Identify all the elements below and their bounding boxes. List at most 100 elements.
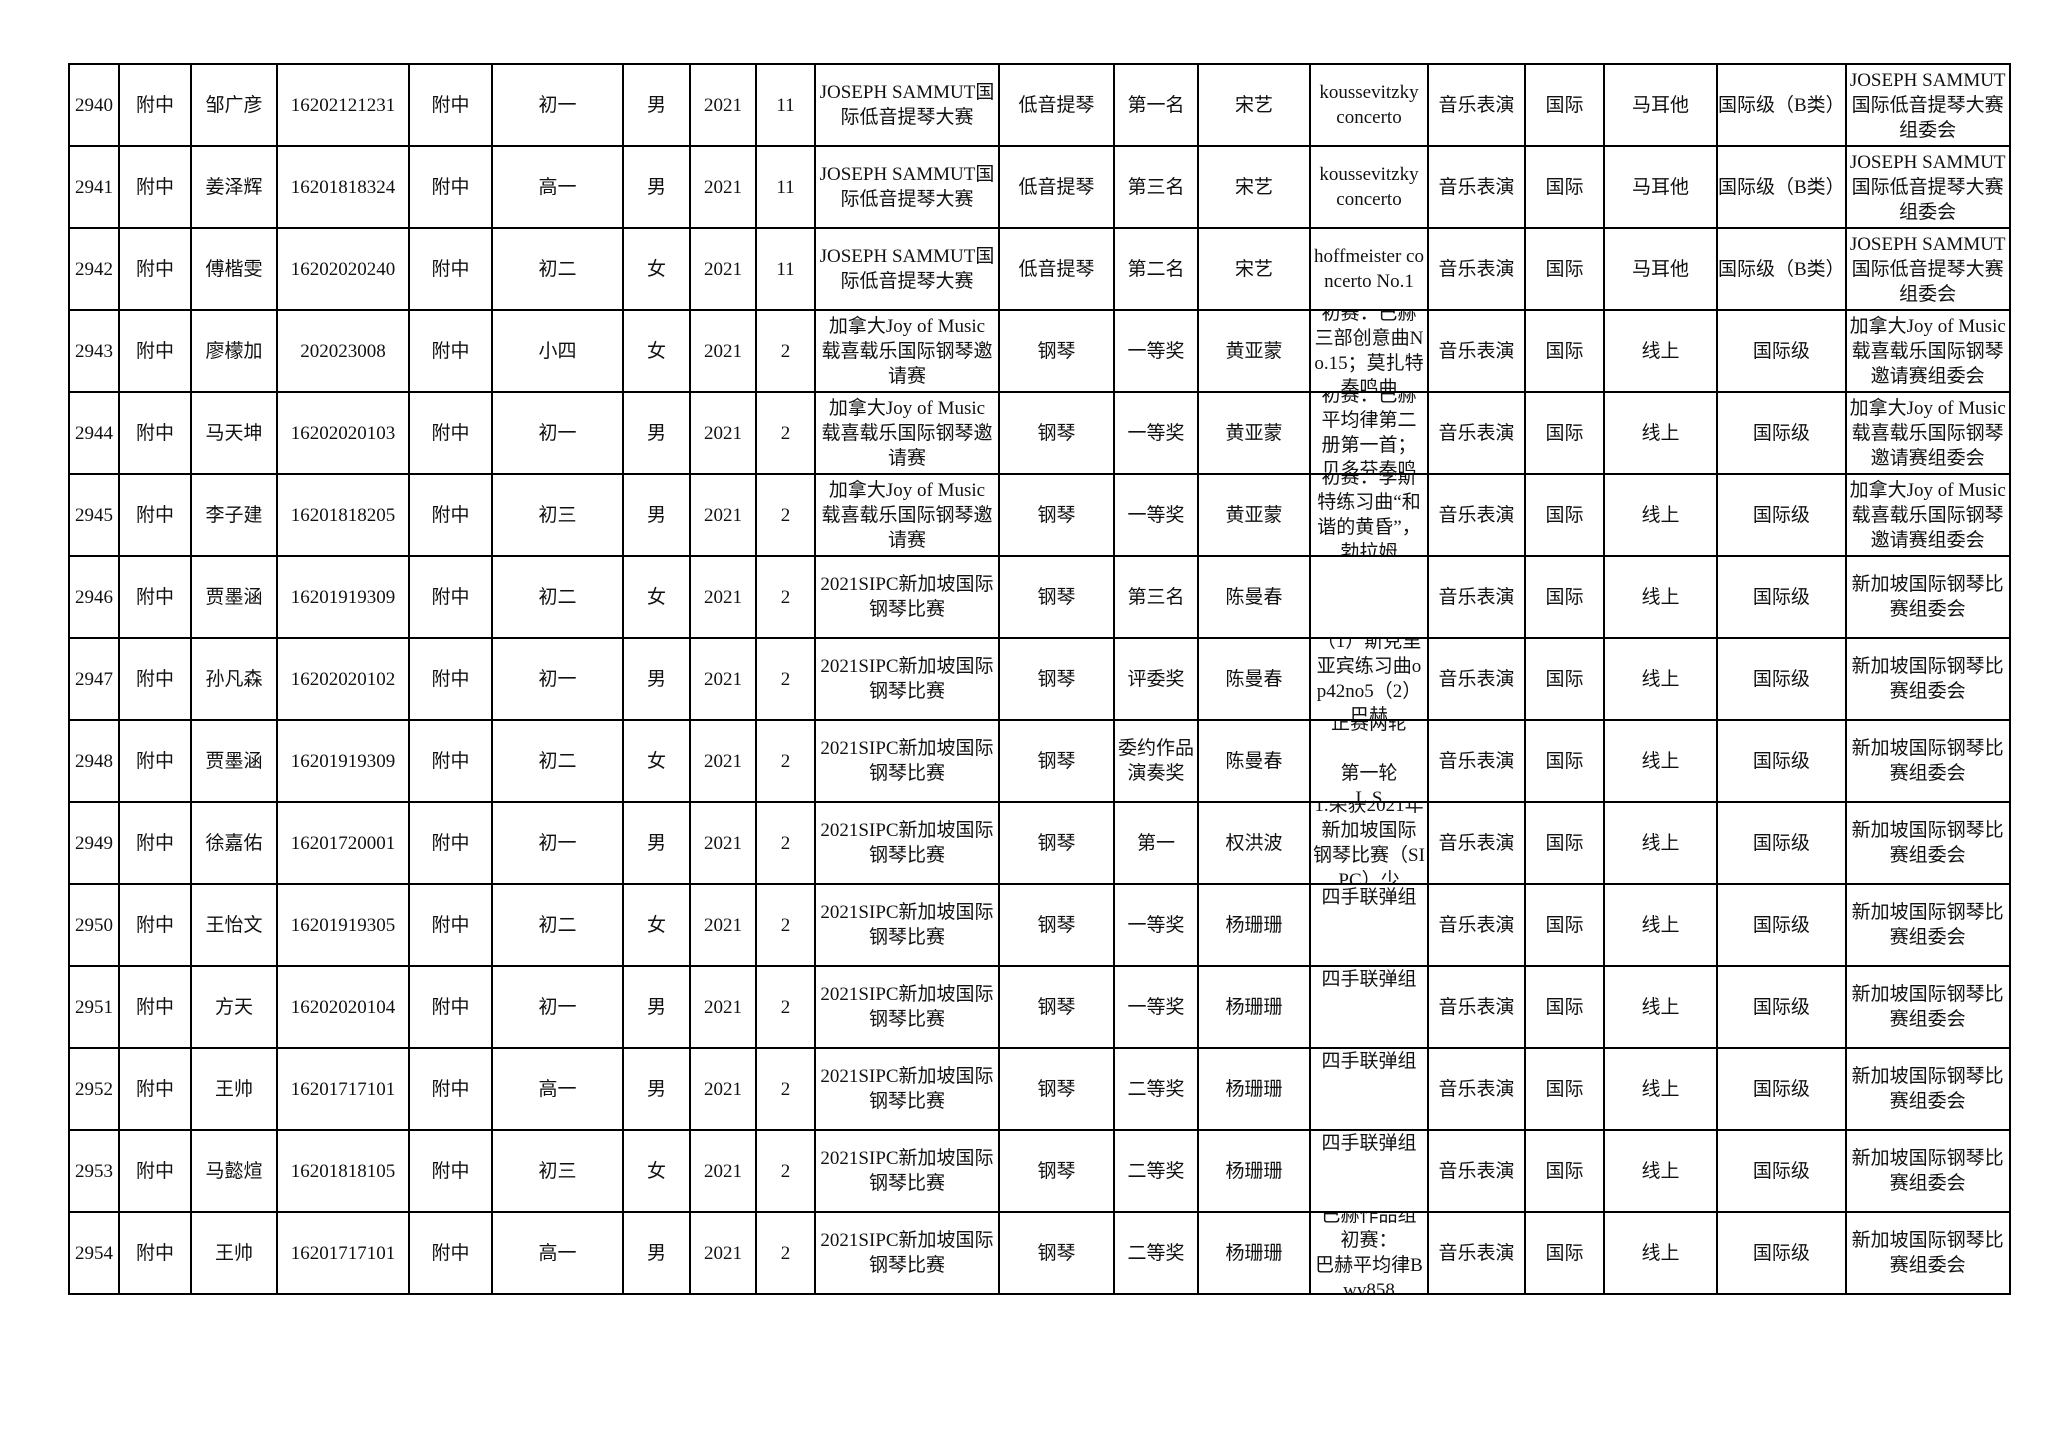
cell-department[interactable]: 附中: [408, 637, 493, 721]
cell-student-id[interactable]: 16201919309: [276, 555, 410, 639]
cell-level[interactable]: 国际: [1524, 63, 1605, 147]
cell-month[interactable]: 2: [755, 1129, 816, 1213]
cell-grade[interactable]: 高一: [491, 1047, 624, 1131]
cell-teacher[interactable]: 杨珊珊: [1197, 883, 1311, 967]
cell-instrument[interactable]: 钢琴: [998, 1211, 1115, 1295]
cell-level[interactable]: 国际: [1524, 1129, 1605, 1213]
cell-grade[interactable]: 高一: [491, 1211, 624, 1295]
cell-school[interactable]: 附中: [118, 63, 192, 147]
cell-level[interactable]: 国际: [1524, 391, 1605, 475]
cell-month[interactable]: 2: [755, 391, 816, 475]
cell-category[interactable]: 音乐表演: [1427, 309, 1526, 393]
cell-student-name[interactable]: 马懿煊: [190, 1129, 278, 1213]
cell-department[interactable]: 附中: [408, 883, 493, 967]
cell-teacher[interactable]: 杨珊珊: [1197, 1211, 1311, 1295]
cell-award[interactable]: 二等奖: [1113, 1211, 1199, 1295]
cell-gender[interactable]: 男: [622, 1211, 691, 1295]
cell-instrument[interactable]: 低音提琴: [998, 227, 1115, 311]
cell-organizer[interactable]: 加拿大Joy of Music 载喜载乐国际钢琴邀请赛组委会: [1844, 391, 2011, 475]
cell-location[interactable]: 马耳他: [1603, 145, 1718, 229]
cell-repertoire[interactable]: 初赛：巴赫三部创意曲No.15；莫扎特奏鸣曲: [1309, 309, 1429, 393]
cell-level[interactable]: 国际: [1524, 637, 1605, 721]
cell-grade[interactable]: 初一: [491, 965, 624, 1049]
cell-repertoire[interactable]: （1）斯克里亚宾练习曲op42no5（2）巴赫: [1309, 637, 1429, 721]
cell-year[interactable]: 2021: [689, 965, 757, 1049]
cell-year[interactable]: 2021: [689, 63, 757, 147]
cell-rank-level[interactable]: 国际级: [1716, 1129, 1847, 1213]
cell-repertoire[interactable]: 四手联弹组: [1309, 1129, 1429, 1213]
cell-gender[interactable]: 女: [622, 309, 691, 393]
cell-level[interactable]: 国际: [1524, 555, 1605, 639]
cell-year[interactable]: 2021: [689, 637, 757, 721]
cell-location[interactable]: 线上: [1603, 801, 1718, 885]
cell-category[interactable]: 音乐表演: [1427, 883, 1526, 967]
cell-award[interactable]: 一等奖: [1113, 883, 1199, 967]
cell-award[interactable]: 一等奖: [1113, 473, 1199, 557]
cell-location[interactable]: 线上: [1603, 883, 1718, 967]
cell-department[interactable]: 附中: [408, 145, 493, 229]
cell-student-name[interactable]: 马天坤: [190, 391, 278, 475]
cell-school[interactable]: 附中: [118, 1047, 192, 1131]
cell-month[interactable]: 2: [755, 637, 816, 721]
cell-gender[interactable]: 男: [622, 637, 691, 721]
cell-instrument[interactable]: 钢琴: [998, 1129, 1115, 1213]
cell-teacher[interactable]: 权洪波: [1197, 801, 1311, 885]
cell-student-name[interactable]: 王帅: [190, 1211, 278, 1295]
cell-student-name[interactable]: 傅楷雯: [190, 227, 278, 311]
cell-row-number[interactable]: 2947: [68, 637, 120, 721]
cell-student-id[interactable]: 16201717101: [276, 1211, 410, 1295]
cell-level[interactable]: 国际: [1524, 965, 1605, 1049]
cell-category[interactable]: 音乐表演: [1427, 719, 1526, 803]
cell-row-number[interactable]: 2940: [68, 63, 120, 147]
cell-competition-name[interactable]: 2021SIPC新加坡国际钢琴比赛: [814, 1047, 1000, 1131]
cell-gender[interactable]: 男: [622, 473, 691, 557]
cell-competition-name[interactable]: 加拿大Joy of Music 载喜载乐国际钢琴邀请赛: [814, 309, 1000, 393]
cell-student-name[interactable]: 李子建: [190, 473, 278, 557]
cell-student-id[interactable]: 16201919305: [276, 883, 410, 967]
cell-level[interactable]: 国际: [1524, 801, 1605, 885]
cell-category[interactable]: 音乐表演: [1427, 473, 1526, 557]
cell-instrument[interactable]: 低音提琴: [998, 145, 1115, 229]
cell-competition-name[interactable]: 2021SIPC新加坡国际钢琴比赛: [814, 719, 1000, 803]
cell-repertoire[interactable]: [1309, 555, 1429, 639]
cell-award[interactable]: 第一名: [1113, 63, 1199, 147]
cell-school[interactable]: 附中: [118, 1211, 192, 1295]
cell-repertoire[interactable]: 四手联弹组: [1309, 1047, 1429, 1131]
cell-category[interactable]: 音乐表演: [1427, 63, 1526, 147]
cell-organizer[interactable]: JOSEPH SAMMUT国际低音提琴大赛组委会: [1844, 227, 2011, 311]
cell-school[interactable]: 附中: [118, 391, 192, 475]
cell-award[interactable]: 二等奖: [1113, 1047, 1199, 1131]
cell-row-number[interactable]: 2942: [68, 227, 120, 311]
cell-repertoire[interactable]: 四手联弹组: [1309, 883, 1429, 967]
cell-grade[interactable]: 初二: [491, 883, 624, 967]
cell-repertoire[interactable]: koussevitzky concerto: [1309, 145, 1429, 229]
cell-grade[interactable]: 初一: [491, 801, 624, 885]
cell-rank-level[interactable]: 国际级: [1716, 883, 1847, 967]
cell-teacher[interactable]: 陈曼春: [1197, 719, 1311, 803]
cell-school[interactable]: 附中: [118, 965, 192, 1049]
cell-category[interactable]: 音乐表演: [1427, 801, 1526, 885]
cell-month[interactable]: 2: [755, 801, 816, 885]
cell-year[interactable]: 2021: [689, 1047, 757, 1131]
cell-rank-level[interactable]: 国际级: [1716, 637, 1847, 721]
cell-competition-name[interactable]: 2021SIPC新加坡国际钢琴比赛: [814, 637, 1000, 721]
cell-gender[interactable]: 男: [622, 965, 691, 1049]
cell-location[interactable]: 线上: [1603, 1047, 1718, 1131]
cell-organizer[interactable]: JOSEPH SAMMUT国际低音提琴大赛组委会: [1844, 63, 2011, 147]
cell-grade[interactable]: 初一: [491, 637, 624, 721]
cell-gender[interactable]: 女: [622, 555, 691, 639]
cell-grade[interactable]: 初二: [491, 227, 624, 311]
cell-grade[interactable]: 初三: [491, 473, 624, 557]
cell-student-id[interactable]: 16201919309: [276, 719, 410, 803]
cell-department[interactable]: 附中: [408, 1129, 493, 1213]
cell-department[interactable]: 附中: [408, 391, 493, 475]
cell-location[interactable]: 马耳他: [1603, 63, 1718, 147]
cell-award[interactable]: 一等奖: [1113, 309, 1199, 393]
cell-rank-level[interactable]: 国际级: [1716, 801, 1847, 885]
cell-department[interactable]: 附中: [408, 719, 493, 803]
cell-student-id[interactable]: 16201717101: [276, 1047, 410, 1131]
cell-teacher[interactable]: 杨珊珊: [1197, 1047, 1311, 1131]
cell-repertoire[interactable]: 巴赫作品组 初赛： 巴赫平均律Bwv858: [1309, 1211, 1429, 1295]
cell-award[interactable]: 第一: [1113, 801, 1199, 885]
cell-teacher[interactable]: 杨珊珊: [1197, 1129, 1311, 1213]
